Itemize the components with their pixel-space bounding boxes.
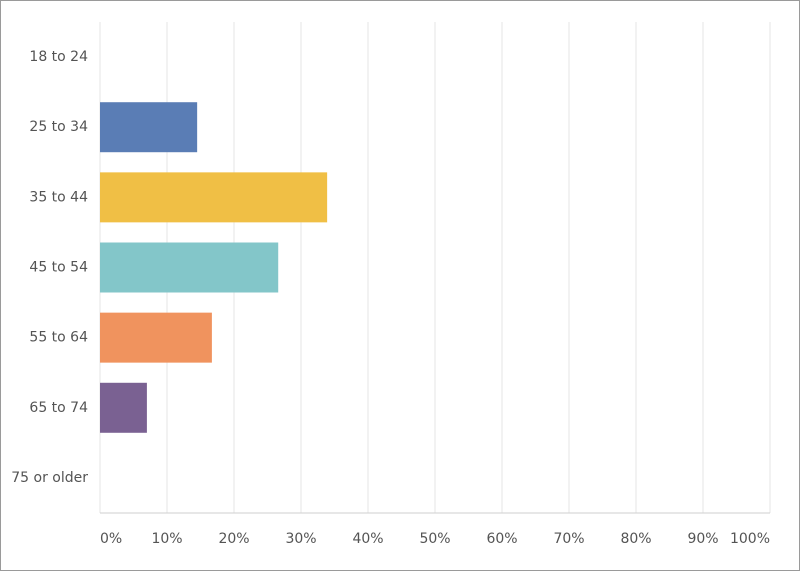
bar xyxy=(100,242,279,293)
y-tick-label: 18 to 24 xyxy=(29,49,88,65)
y-tick-label: 35 to 44 xyxy=(29,189,88,205)
y-tick-label: 65 to 74 xyxy=(29,400,88,416)
bar xyxy=(100,382,147,433)
y-tick-label: 25 to 34 xyxy=(29,119,88,135)
y-tick-label: 45 to 54 xyxy=(29,260,88,276)
x-tick-label: 0% xyxy=(100,531,122,547)
x-tick-label: 100% xyxy=(730,531,770,547)
y-tick-label: 55 to 64 xyxy=(29,330,88,346)
bar xyxy=(100,172,328,223)
x-tick-label: 20% xyxy=(218,531,249,547)
x-tick-label: 30% xyxy=(285,531,316,547)
x-tick-label: 80% xyxy=(620,531,651,547)
bar xyxy=(100,312,212,363)
y-tick-label: 75 or older xyxy=(11,470,88,486)
x-tick-label: 40% xyxy=(352,531,383,547)
x-tick-label: 70% xyxy=(553,531,584,547)
x-tick-label: 60% xyxy=(486,531,517,547)
x-tick-label: 10% xyxy=(151,531,182,547)
x-tick-label: 90% xyxy=(687,531,718,547)
bar xyxy=(100,102,198,153)
x-tick-label: 50% xyxy=(419,531,450,547)
